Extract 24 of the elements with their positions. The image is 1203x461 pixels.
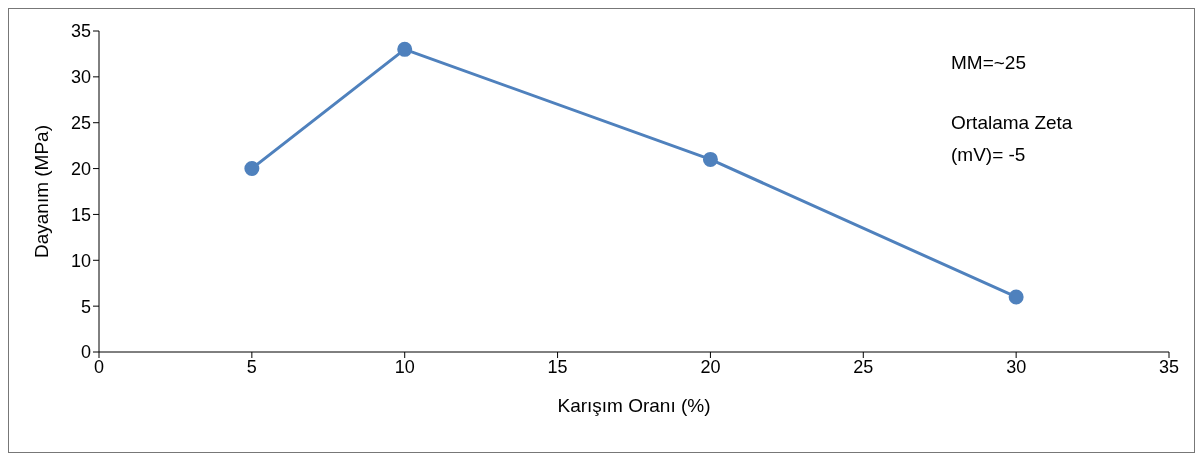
x-tick-label: 35 xyxy=(1158,356,1180,377)
y-tick-label: 15 xyxy=(70,204,91,225)
x-tick-label: 5 xyxy=(246,356,257,377)
y-tick-label: 30 xyxy=(70,67,91,88)
y-tick-label: 35 xyxy=(70,21,91,42)
annotation: Ortalama Zeta (mV)= -5 xyxy=(951,111,1074,167)
x-tick-label: 30 xyxy=(1006,356,1027,377)
y-tick-label: 10 xyxy=(70,250,91,271)
point xyxy=(702,151,718,167)
x-tick-label: 20 xyxy=(700,356,721,377)
point xyxy=(1008,289,1024,305)
x-tick-label: 0 xyxy=(93,356,105,377)
x-tick-label: 25 xyxy=(853,356,874,377)
x-tick-label: 15 xyxy=(547,356,568,377)
x-axis-title: Karışım Oranı (%) xyxy=(557,395,711,416)
annotation: MM=~25 xyxy=(951,51,1027,75)
point xyxy=(244,161,260,177)
y-tick-label: 0 xyxy=(80,342,91,363)
y-tick-label: 20 xyxy=(70,158,91,179)
y-axis-title: Dayanım (MPa) xyxy=(30,124,52,259)
y-tick-label: 5 xyxy=(80,296,91,317)
point xyxy=(397,41,413,57)
x-tick-label: 10 xyxy=(394,356,415,377)
y-tick-label: 25 xyxy=(70,113,91,134)
